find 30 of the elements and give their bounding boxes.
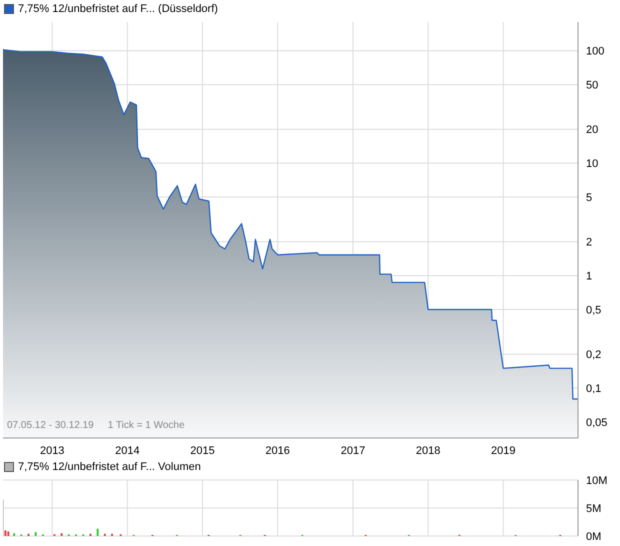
y-tick-label: 5 <box>586 192 592 204</box>
y-tick-label: 0M <box>586 530 602 543</box>
y-tick-label: 0,1 <box>586 383 602 396</box>
y-tick-label: 0,2 <box>586 349 602 362</box>
x-tick-label: 2014 <box>115 444 140 457</box>
x-tick-label: 2015 <box>190 444 215 457</box>
annotation: 1 Tick = 1 Woche <box>108 420 185 431</box>
x-tick-label: 2018 <box>416 444 440 457</box>
x-tick-label: 2016 <box>265 444 290 457</box>
legend-label: 7,75% 12/unbefristet auf F... (Düsseldorf) <box>18 3 218 15</box>
y-tick-label: 10M <box>586 474 608 487</box>
y-tick-label: 2 <box>586 236 592 249</box>
bar <box>4 530 6 536</box>
y-tick-label: 20 <box>586 124 598 136</box>
y-tick-label: 10 <box>586 158 598 170</box>
annotation: 07.05.12 - 30.12.19 <box>7 420 94 431</box>
x-tick-label: 2017 <box>340 444 366 457</box>
bar <box>13 533 16 536</box>
x-tick-label: 2019 <box>491 444 516 457</box>
y-tick-label: 1 <box>586 270 592 283</box>
x-tick-label: 2013 <box>40 444 64 457</box>
bar <box>34 532 37 536</box>
text: 7,75% 12/unbefristet auf F... Volumen <box>18 461 201 473</box>
y-tick-label: 50 <box>586 79 598 92</box>
y-tick-label: 0,5 <box>586 304 602 316</box>
y-tick-label: 5M <box>586 502 602 515</box>
bar <box>96 528 99 536</box>
bar <box>60 533 63 536</box>
y-tick-label: 100 <box>586 46 604 58</box>
y-tick-label: 0,05 <box>586 416 608 429</box>
